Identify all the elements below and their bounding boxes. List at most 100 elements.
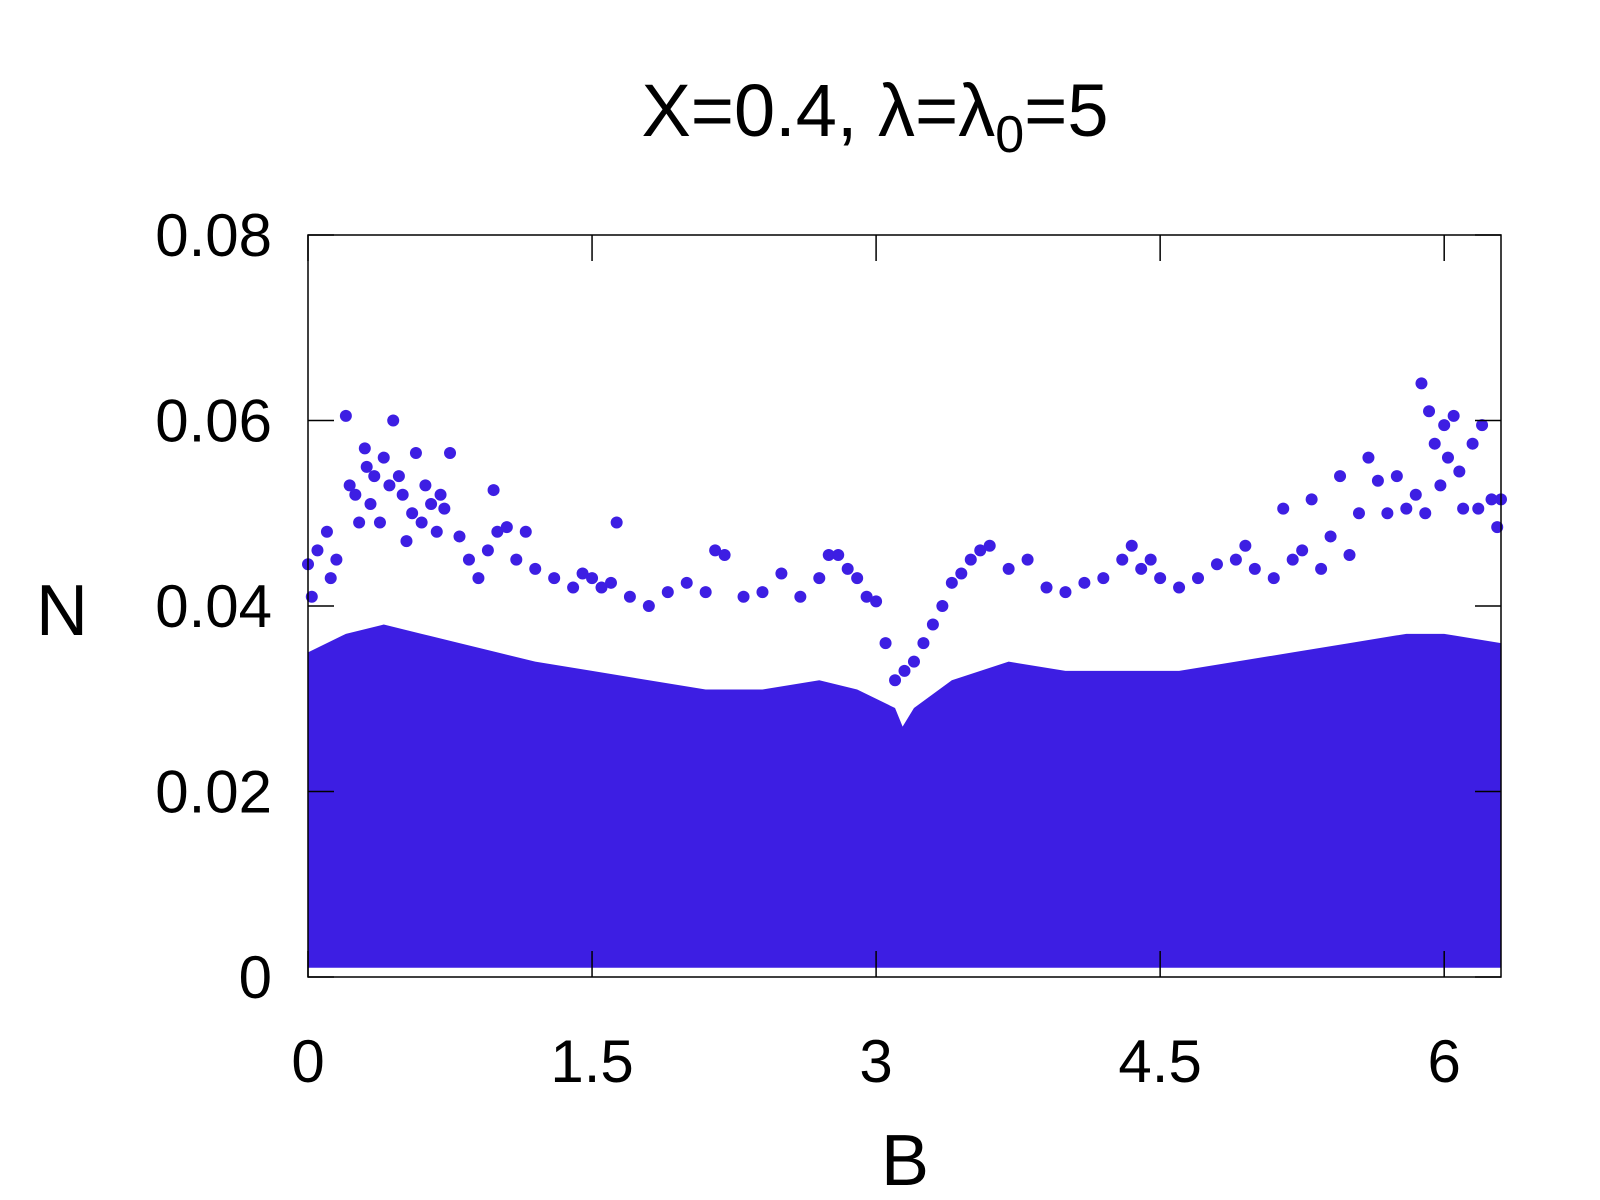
chart-title-suffix: =5 xyxy=(1024,69,1108,152)
data-point xyxy=(1409,488,1422,501)
data-point xyxy=(1116,553,1129,566)
data-point xyxy=(529,562,542,575)
data-point xyxy=(623,590,636,603)
x-tick-label: 4.5 xyxy=(1118,1028,1201,1095)
data-point xyxy=(519,525,532,538)
y-tick-label: 0 xyxy=(239,944,272,1011)
data-point xyxy=(1210,558,1223,571)
data-point xyxy=(642,600,655,612)
x-tick-label: 6 xyxy=(1428,1028,1461,1095)
data-point xyxy=(419,479,432,492)
data-point xyxy=(1453,465,1466,478)
data-point xyxy=(898,664,911,677)
data-point xyxy=(964,553,977,566)
data-point xyxy=(387,414,400,427)
data-point xyxy=(813,572,826,585)
data-point xyxy=(841,562,854,575)
data-point xyxy=(364,497,377,510)
data-point xyxy=(392,470,405,483)
y-tick-label: 0.02 xyxy=(155,759,272,826)
data-point xyxy=(851,572,864,585)
data-point xyxy=(305,590,318,603)
data-point xyxy=(1305,493,1318,506)
data-point xyxy=(1097,572,1110,585)
data-point xyxy=(1277,502,1290,515)
data-point xyxy=(1371,474,1384,487)
data-point xyxy=(822,548,835,561)
y-tick-label: 0.04 xyxy=(155,573,272,640)
data-point xyxy=(567,581,580,594)
data-point xyxy=(462,553,475,566)
data-point xyxy=(491,525,504,538)
data-point xyxy=(974,544,987,557)
data-point xyxy=(794,590,807,603)
data-point xyxy=(1239,539,1252,552)
data-point xyxy=(917,637,930,650)
data-point xyxy=(926,618,939,631)
data-point xyxy=(434,488,447,501)
x-axis-label: B xyxy=(881,1121,929,1200)
dense-point-band xyxy=(308,624,1501,968)
data-point xyxy=(425,497,438,510)
data-point xyxy=(1390,470,1403,483)
chart-title-subscript: 0 xyxy=(995,106,1024,164)
data-point xyxy=(430,525,443,538)
data-point xyxy=(879,637,892,650)
data-point xyxy=(737,590,750,603)
data-point xyxy=(1415,377,1428,390)
data-point xyxy=(1248,562,1261,575)
data-point xyxy=(444,446,457,459)
data-point xyxy=(1192,572,1205,585)
data-point xyxy=(481,544,494,557)
x-tick-label: 1.5 xyxy=(550,1028,633,1095)
data-point xyxy=(415,516,428,529)
data-point xyxy=(349,488,362,501)
data-point xyxy=(870,595,883,608)
data-point xyxy=(510,553,523,566)
y-tick-label: 0.08 xyxy=(155,202,272,269)
data-point xyxy=(1466,437,1479,450)
data-point xyxy=(718,548,731,561)
data-point xyxy=(1059,586,1072,599)
data-point xyxy=(400,535,413,548)
y-tick-label: 0.06 xyxy=(155,388,272,455)
data-point xyxy=(368,470,381,483)
data-point xyxy=(373,516,386,529)
data-point xyxy=(453,530,466,543)
data-point xyxy=(661,586,674,599)
data-point xyxy=(832,548,845,561)
data-point xyxy=(409,446,422,459)
data-point xyxy=(945,576,958,589)
data-point xyxy=(1154,572,1167,585)
data-point xyxy=(1343,548,1356,561)
data-point xyxy=(1472,502,1485,515)
data-point xyxy=(1491,521,1504,534)
data-point xyxy=(472,572,485,585)
chart-title: X=0.4, λ=λ0=5 xyxy=(641,69,1108,164)
data-point xyxy=(1476,419,1489,432)
data-point xyxy=(406,507,419,520)
data-point xyxy=(1457,502,1470,515)
data-point xyxy=(1002,562,1015,575)
data-point xyxy=(983,539,996,552)
data-point xyxy=(548,572,561,585)
data-point xyxy=(1362,451,1375,464)
data-point xyxy=(1419,507,1432,520)
data-point xyxy=(907,655,920,668)
data-point xyxy=(339,409,352,422)
data-point xyxy=(1267,572,1280,585)
data-point xyxy=(500,521,513,534)
data-point xyxy=(1334,470,1347,483)
data-point xyxy=(311,544,324,557)
data-point xyxy=(1040,581,1053,594)
data-point xyxy=(1352,507,1365,520)
data-point xyxy=(438,502,451,515)
data-point xyxy=(360,460,373,473)
data-point xyxy=(936,600,949,612)
data-point xyxy=(1428,437,1441,450)
data-point xyxy=(1400,502,1413,515)
data-point xyxy=(1381,507,1394,520)
data-point xyxy=(1423,405,1436,418)
data-point xyxy=(353,516,366,529)
data-point xyxy=(576,567,589,580)
